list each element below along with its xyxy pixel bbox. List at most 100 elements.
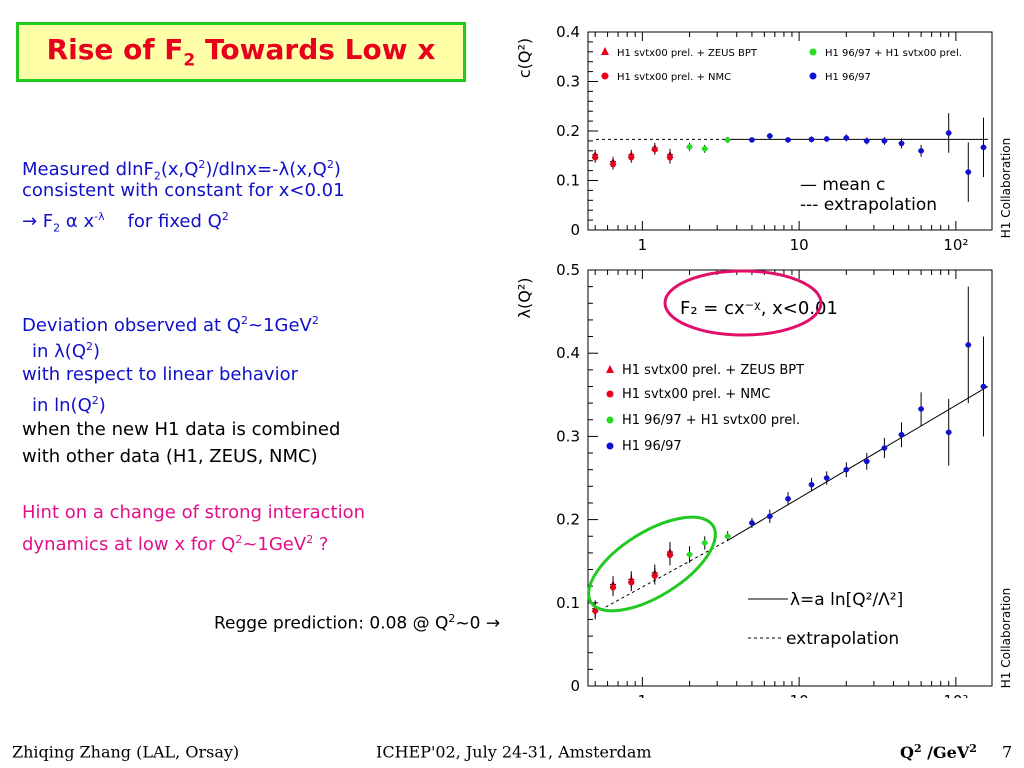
regge-prediction: Regge prediction: 0.08 @ Q2~0 → bbox=[214, 612, 501, 634]
chart0-data-point bbox=[843, 135, 850, 141]
chart0-legend-marker bbox=[601, 47, 609, 55]
chart1-y-tick-label: 0.4 bbox=[556, 344, 580, 362]
para2-line5: when the new H1 data is combined bbox=[22, 419, 341, 440]
chart1-extrap-legend: extrapolation bbox=[786, 629, 899, 649]
chart1-formula: F₂ = cx⁻ᵡ, x<0.01 bbox=[680, 298, 838, 319]
para3-line1: Hint on a change of strong interaction bbox=[22, 502, 366, 523]
chart1-extrapolation-line bbox=[594, 539, 728, 614]
chart0-y-tick-label: 0.3 bbox=[556, 73, 580, 91]
chart1-legend-marker bbox=[606, 365, 614, 373]
chart0-data-point bbox=[898, 140, 905, 147]
chart0-data-point bbox=[785, 137, 791, 143]
chart0-data-point bbox=[749, 137, 755, 143]
chart1-data-point bbox=[628, 580, 635, 586]
chart1-data-point bbox=[701, 540, 708, 546]
chart0-data-point bbox=[592, 154, 598, 161]
title-rest: Towards Low x bbox=[195, 33, 436, 67]
chart1-data-point bbox=[965, 342, 972, 348]
slide-title-box: Rise of F2 Towards Low x bbox=[16, 22, 466, 82]
chart0-x-tick-label: 10 bbox=[790, 236, 809, 254]
para3-line2: dynamics at low x for Q2~1GeV2 ? bbox=[22, 533, 329, 555]
page-number: 7 bbox=[1002, 742, 1013, 762]
chart1-data-point bbox=[610, 585, 616, 591]
chart0-legend-marker bbox=[809, 48, 817, 56]
chart1-data-point bbox=[918, 406, 924, 412]
chart0-data-point bbox=[918, 148, 924, 154]
para1-line3: → F2 α x-λ for fixed Q2 bbox=[22, 210, 229, 235]
chart1-data-point bbox=[667, 552, 673, 559]
chart0-data-point bbox=[945, 130, 952, 136]
chart0-data-point bbox=[724, 137, 731, 143]
chart1-data-point bbox=[651, 573, 658, 579]
chart1-y-tick-label: 0 bbox=[570, 677, 580, 695]
para2-line2: in λ(Q2) bbox=[32, 340, 101, 362]
chart1-collaboration-label: H1 Collaboration bbox=[999, 588, 1013, 688]
chart0-y-tick-label: 0 bbox=[570, 221, 580, 239]
para2-line6: with other data (H1, ZEUS, NMC) bbox=[22, 446, 318, 467]
chart1-frame bbox=[587, 269, 993, 687]
x-axis-unit: Q2 /GeV2 bbox=[900, 741, 977, 763]
chart0-mean-c-legend: — mean c bbox=[800, 175, 885, 195]
chart0-legend-marker bbox=[809, 72, 817, 80]
chart0-y-tick-label: 0.2 bbox=[556, 122, 580, 140]
chart1-x-tick-label: 10² bbox=[943, 692, 968, 698]
para1-line2: consistent with constant for x<0.01 bbox=[22, 180, 345, 201]
chart0-x-tick-label: 10² bbox=[943, 236, 968, 254]
chart1-data-point bbox=[863, 458, 870, 465]
chart1-x-tick-label: 10 bbox=[790, 692, 809, 698]
chart1-legend-marker bbox=[606, 442, 614, 450]
chart0-legend-label: H1 svtx00 prel. + ZEUS BPT bbox=[617, 48, 758, 59]
para2-line3: with respect to linear behavior bbox=[22, 364, 298, 385]
chart1-legend-label: H1 96/97 + H1 svtx00 prel. bbox=[622, 413, 800, 428]
chart1-data-point bbox=[808, 481, 815, 488]
chart1-data-point bbox=[980, 383, 987, 390]
chart0-data-point bbox=[610, 161, 616, 168]
chart1-y-tick-label: 0.2 bbox=[556, 511, 580, 529]
para2-line1: Deviation observed at Q2~1GeV2 bbox=[22, 314, 319, 336]
chart1-data-point bbox=[785, 496, 791, 502]
c-q2-chart: 1 10 10² 0 0.1 0.2 0.3 0.4 c(Q²) H1 Collaboration… bbox=[515, 23, 1013, 254]
chart0-data-point bbox=[965, 169, 972, 175]
chart1-fit-legend: λ=a ln[Q²/Λ²] bbox=[790, 590, 903, 610]
chart1-data-point bbox=[592, 608, 598, 614]
chart1-y-tick-label: 0.5 bbox=[556, 261, 580, 279]
chart0-legend-marker bbox=[601, 72, 609, 80]
para1-line1: Measured dlnF2(x,Q2)/dlnx=-λ(x,Q2) bbox=[22, 158, 341, 183]
title-subscript: 2 bbox=[183, 50, 196, 71]
chart0-data-point bbox=[980, 144, 987, 151]
chart1-legend-label: H1 svtx00 prel. + NMC bbox=[622, 387, 770, 402]
chart0-y-axis-label: c(Q²) bbox=[515, 38, 534, 78]
chart1-low-q2-highlight-ellipse bbox=[587, 515, 717, 613]
footer-conference: ICHEP'02, July 24-31, Amsterdam bbox=[376, 742, 652, 762]
footer-author: Zhiqing Zhang (LAL, Orsay) bbox=[12, 742, 240, 762]
chart1-x-tick-label: 1 bbox=[638, 692, 648, 698]
chart1-y-tick-label: 0.1 bbox=[556, 594, 580, 612]
chart0-data-point bbox=[881, 138, 888, 144]
chart0-data-point bbox=[863, 138, 870, 144]
chart1-formula-highlight-ellipse bbox=[663, 269, 823, 337]
slide-title: Rise of F2 Towards Low x bbox=[47, 33, 436, 71]
chart1-legend-label: H1 svtx00 prel. + ZEUS BPT bbox=[622, 363, 804, 378]
chart1-data-point bbox=[898, 431, 905, 438]
chart1-data-point bbox=[945, 429, 952, 436]
chart1-data-point bbox=[766, 513, 773, 520]
chart0-data-point bbox=[667, 154, 673, 161]
chart0-x-tick-label: 1 bbox=[638, 236, 648, 254]
chart0-data-point bbox=[701, 146, 708, 152]
chart0-y-tick-label: 0.1 bbox=[556, 172, 580, 190]
chart1-legend-marker bbox=[606, 416, 614, 424]
chart1-data-point bbox=[881, 445, 888, 451]
chart1-data-point bbox=[724, 533, 731, 540]
chart0-data-point bbox=[808, 136, 815, 143]
chart0-legend-label: H1 96/97 bbox=[825, 72, 871, 83]
chart1-legend-label: H1 96/97 bbox=[622, 439, 682, 454]
chart1-y-tick-label: 0.3 bbox=[556, 427, 580, 445]
chart1-legend-marker bbox=[606, 390, 614, 398]
chart1-data-point bbox=[823, 475, 830, 481]
chart0-legend-label: H1 svtx00 prel. + NMC bbox=[617, 72, 731, 83]
chart1-data-point bbox=[749, 520, 755, 526]
chart0-data-point bbox=[686, 144, 693, 150]
chart0-data-point bbox=[766, 133, 773, 139]
chart0-extrapolation-legend: --- extrapolation bbox=[800, 195, 937, 215]
chart0-data-point bbox=[651, 147, 658, 153]
